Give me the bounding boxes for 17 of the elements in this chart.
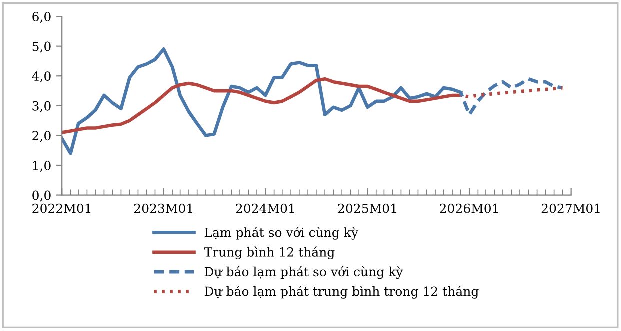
x-tick-label: 2027M01 xyxy=(542,204,600,214)
legend-label: Trung bình 12 tháng xyxy=(204,246,335,260)
y-tick-label: 6,0 xyxy=(32,12,51,23)
legend-label: Dự báo lạm phát so với cùng kỳ xyxy=(204,266,404,280)
y-tick-label: 5,0 xyxy=(32,42,51,53)
y-tick-label: 3,0 xyxy=(32,101,51,112)
y-tick-label: 4,0 xyxy=(32,72,51,83)
y-tick-label: 1,0 xyxy=(33,160,51,172)
x-tick-label: 2025M01 xyxy=(338,204,396,214)
legend-label: Lạm phát so với cùng kỳ xyxy=(204,227,358,240)
y-tick-label: 0,0 xyxy=(32,190,51,202)
x-tick-label: 2023M01 xyxy=(134,204,192,214)
y-tick-label: 2,0 xyxy=(32,131,51,142)
x-tick-label: 2024M01 xyxy=(236,204,294,214)
x-tick-label: 2022M01 xyxy=(32,204,91,214)
x-tick-label: 2026M01 xyxy=(440,204,498,214)
legend-label: Dự báo lạm phát trung bình trong 12 tháng xyxy=(204,286,479,299)
